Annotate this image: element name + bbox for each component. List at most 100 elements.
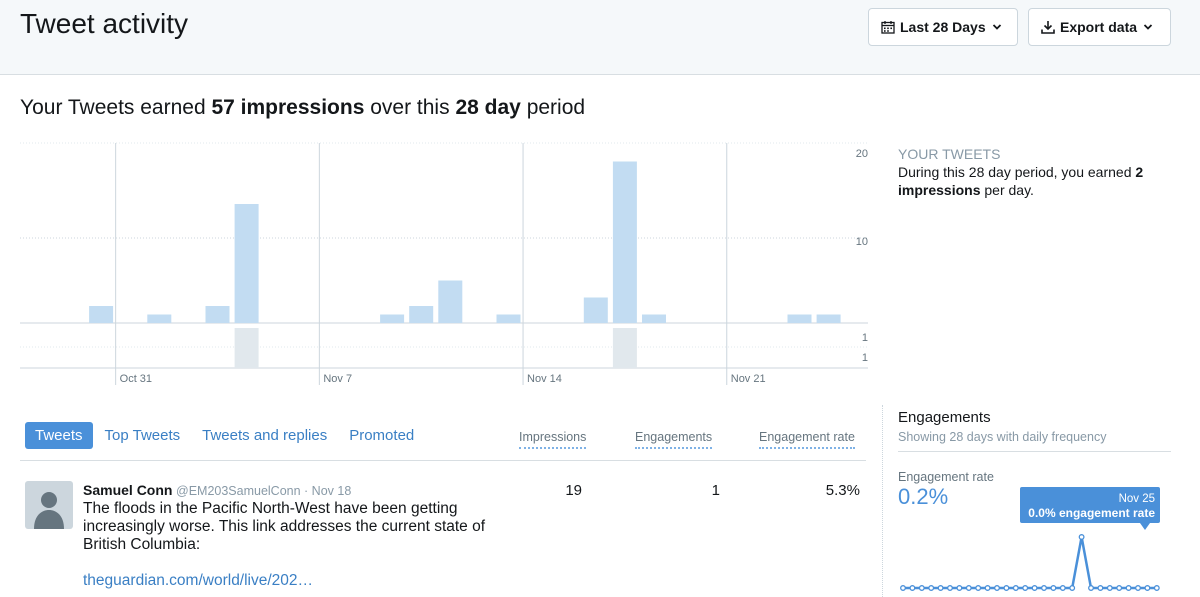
download-icon	[1041, 21, 1055, 34]
date-range-button[interactable]: Last 28 Days	[868, 8, 1018, 46]
your-tweets-text: During this 28 day period, you earned 2 …	[898, 163, 1173, 199]
sparkline-point[interactable]	[1069, 585, 1076, 591]
tooltip-box	[1020, 487, 1160, 523]
sparkline-point[interactable]	[994, 585, 1000, 591]
impressions-bar	[234, 204, 259, 323]
sparkline-point[interactable]	[900, 585, 906, 591]
summary-period: 28 day	[455, 96, 521, 119]
sparkline-point[interactable]	[984, 585, 991, 591]
tweet-impressions-value: 19	[565, 482, 582, 499]
impressions-bar	[89, 306, 114, 323]
sparkline-point[interactable]	[1031, 585, 1038, 591]
sparkline-point[interactable]	[1041, 585, 1047, 591]
sparkline-point[interactable]	[1097, 585, 1104, 591]
impressions-bar	[438, 280, 463, 323]
export-data-button[interactable]: Export data	[1028, 8, 1171, 46]
engagements-title: Engagements	[898, 409, 991, 426]
sparkline-point[interactable]	[1059, 585, 1066, 591]
sparkline-point[interactable]	[1153, 585, 1160, 591]
sparkline-tooltip: Nov 25 0.0% engagement rate	[1020, 487, 1160, 530]
sparkline-point[interactable]	[1088, 585, 1094, 591]
your-tweets-text-prefix: During this 28 day period, you earned	[898, 164, 1132, 180]
sparkline-point[interactable]	[937, 585, 944, 591]
tooltip-value: 0.0% engagement rate	[1028, 506, 1155, 520]
impressions-chart: Oct 31 Nov 7 Nov 14 Nov 21 20 10 1 1	[20, 142, 868, 385]
calendar-icon	[881, 21, 895, 34]
tab-tweets-and-replies[interactable]: Tweets and replies	[202, 427, 328, 444]
avatar[interactable]	[25, 481, 73, 529]
impressions-bar	[642, 314, 666, 323]
impressions-bar	[787, 314, 812, 323]
sparkline-point[interactable]	[1125, 585, 1132, 591]
header-bar: Tweet activity Last 28 Days Export data	[0, 0, 1200, 75]
impressions-bar	[409, 306, 434, 323]
sparkline-line	[903, 536, 1157, 590]
impressions-column-header[interactable]: Impressions	[519, 430, 587, 449]
engagements-subtitle: Showing 28 days with daily frequency	[898, 430, 1107, 444]
chevron-down-icon	[1143, 24, 1153, 30]
sparkline-point[interactable]	[1012, 585, 1019, 591]
date-range-label: Last 28 Days	[900, 19, 986, 35]
engagement-rate-caption: Engagement rate	[898, 470, 994, 484]
sparkline-point[interactable]	[975, 585, 982, 591]
chevron-down-icon	[992, 24, 1001, 30]
sparkline-series	[900, 534, 1160, 591]
sparkline-point[interactable]	[1106, 585, 1113, 591]
sparkline-point[interactable]	[1144, 585, 1151, 591]
engagement-rate-value: 0.2%	[898, 484, 949, 509]
impressions-per-day-unit: impressions	[898, 182, 981, 198]
summary-suffix: period	[526, 96, 586, 119]
summary-impressions: 57 impressions	[211, 96, 365, 119]
impressions-bar	[380, 314, 405, 323]
sparkline-point[interactable]	[1022, 585, 1029, 591]
your-tweets-text-suffix: per day.	[984, 182, 1034, 198]
impressions-bar	[612, 161, 637, 323]
y-tick-label: 20	[856, 148, 868, 160]
sparkline-point[interactable]	[956, 585, 963, 591]
sparkline-point[interactable]	[1135, 585, 1141, 591]
tooltip-pointer	[1140, 523, 1150, 530]
impressions-bar	[496, 314, 521, 323]
your-tweets-caption: YOUR TWEETS	[898, 146, 1001, 162]
impressions-bar	[816, 314, 841, 323]
impressions-bar	[583, 297, 608, 323]
engagements-bar	[234, 328, 259, 368]
sparkline-point[interactable]	[918, 585, 925, 591]
sparkline-point[interactable]	[965, 585, 972, 591]
impressions-bar	[147, 314, 172, 323]
tweet-engagements-value: 1	[711, 482, 720, 499]
tweet-engagement-rate-value: 5.3%	[825, 482, 860, 499]
y-tick-label-secondary: 1	[862, 352, 868, 364]
sparkline-point[interactable]	[928, 585, 935, 591]
sparkline-point[interactable]	[947, 585, 953, 591]
sparkline-point[interactable]	[1050, 585, 1057, 591]
engagement-rate-sparkline: Nov 25 0.0% engagement rate	[900, 487, 1160, 591]
tab-tweets[interactable]: Tweets	[25, 422, 93, 449]
engagements-bar	[612, 328, 637, 368]
tab-promoted[interactable]: Promoted	[349, 427, 415, 444]
tooltip-date: Nov 25	[1119, 493, 1155, 505]
tweet-author-name[interactable]: Samuel Conn	[83, 482, 173, 498]
impressions-per-day-value: 2	[1135, 164, 1144, 180]
summary-prefix: Your Tweets earned	[20, 96, 206, 119]
sparkline-point[interactable]	[909, 585, 916, 591]
sparkline-point[interactable]	[1078, 534, 1085, 540]
sparkline-point[interactable]	[1003, 585, 1010, 591]
tab-top-tweets[interactable]: Top Tweets	[104, 427, 181, 444]
sparkline-point[interactable]	[1116, 585, 1123, 591]
export-data-label: Export data	[1060, 19, 1138, 35]
engagement-rate-column-header[interactable]: Engagement rate	[759, 430, 855, 449]
impressions-bar	[205, 306, 230, 323]
x-tick-label: Nov 14	[527, 373, 562, 385]
tweet-link[interactable]: theguardian.com/world/live/202…	[83, 572, 314, 589]
your-tweets-panel: YOUR TWEETS During this 28 day period, y…	[898, 145, 1173, 199]
x-tick-label: Nov 7	[323, 373, 352, 385]
panel-separator	[882, 405, 883, 597]
page-title: Tweet activity	[20, 8, 189, 39]
engagements-column-header[interactable]: Engagements	[635, 430, 713, 449]
tweet-text: The floods in the Pacific North-West hav…	[83, 500, 486, 553]
table-divider	[20, 460, 866, 461]
tweet-author-handle[interactable]: @EM203SamuelConn · Nov 18	[176, 484, 352, 498]
impressions-summary: Your Tweets earned 57 impressions over t…	[20, 96, 585, 120]
tweet-tabs: Tweets Top Tweets Tweets and replies Pro…	[25, 422, 426, 449]
